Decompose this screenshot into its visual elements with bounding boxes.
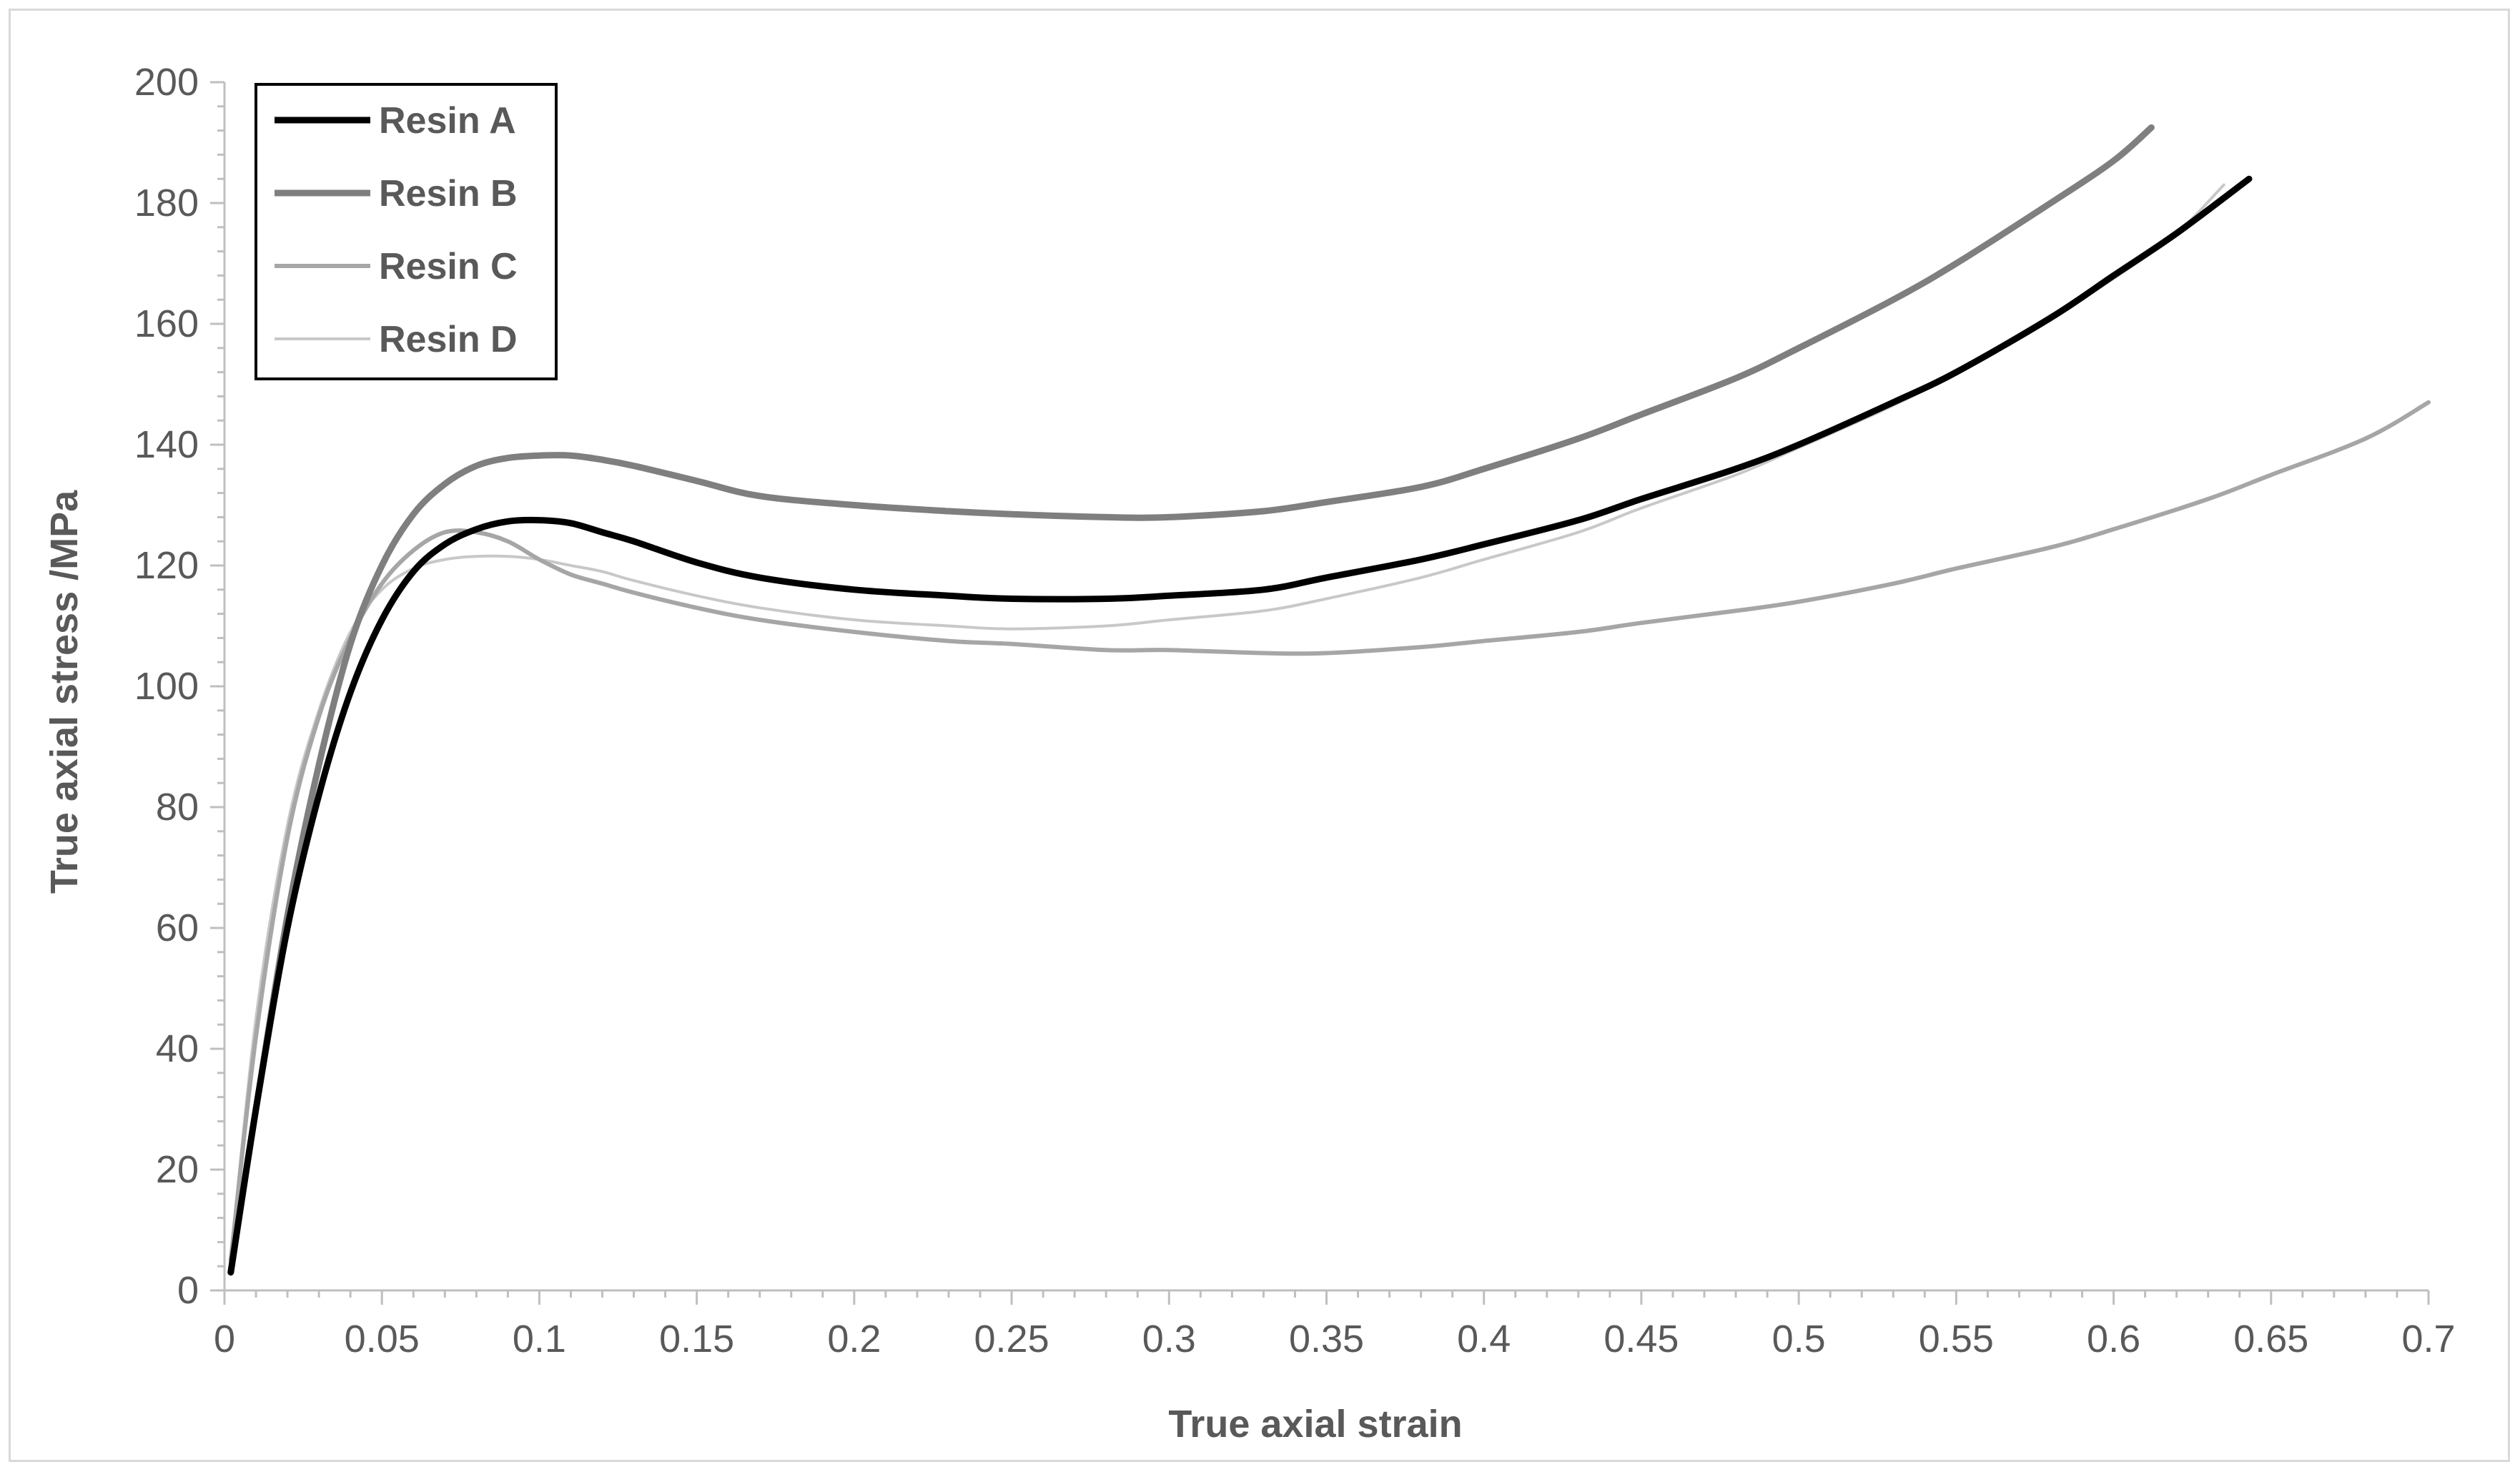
x-tick-label: 0 — [214, 1318, 235, 1360]
y-tick-label: 140 — [134, 423, 199, 466]
y-tick-label: 0 — [177, 1269, 199, 1312]
x-tick-label: 0.35 — [1289, 1318, 1364, 1360]
legend-label-resin-b: Resin B — [379, 173, 518, 214]
y-tick-label: 20 — [156, 1148, 199, 1191]
y-tick-label: 40 — [156, 1027, 199, 1070]
x-tick-label: 0.1 — [513, 1318, 566, 1360]
x-axis-title: True axial strain — [1168, 1403, 1462, 1446]
legend-label-resin-c: Resin C — [379, 246, 518, 287]
axis-ticks — [210, 81, 2430, 1305]
y-tick-label: 120 — [134, 544, 199, 587]
x-tick-label: 0.2 — [827, 1318, 881, 1360]
x-tick-label: 0.05 — [345, 1318, 420, 1360]
series-lines — [227, 124, 2431, 1276]
x-tick-label: 0.5 — [1772, 1318, 1826, 1360]
y-tick-label: 160 — [134, 302, 199, 345]
series-line-resin-a — [227, 175, 2253, 1276]
y-tick-label: 180 — [134, 182, 199, 224]
legend-label-resin-a: Resin A — [379, 100, 516, 142]
x-tick-label: 0.3 — [1142, 1318, 1196, 1360]
legend-label-resin-d: Resin D — [379, 319, 518, 360]
y-tick-label: 200 — [134, 61, 199, 104]
y-axis-title: True axial stress /MPa — [43, 490, 86, 894]
x-tick-label: 0.65 — [2233, 1318, 2308, 1360]
legend-box — [255, 83, 558, 380]
axes — [223, 82, 2428, 1292]
series-line-resin-c — [228, 400, 2431, 1263]
x-tick-label: 0.7 — [2401, 1318, 2455, 1360]
x-tick-label: 0.4 — [1457, 1318, 1511, 1360]
legend: Resin A Resin B Resin C Resin D — [255, 83, 558, 380]
series-line-resin-b — [227, 124, 2155, 1276]
x-tick-label: 0.55 — [1919, 1318, 1994, 1360]
y-tick-label: 60 — [156, 907, 199, 949]
y-tick-label: 100 — [134, 665, 199, 708]
x-tick-label: 0.6 — [2087, 1318, 2140, 1360]
y-tick-label: 80 — [156, 786, 199, 829]
x-tick-label: 0.45 — [1604, 1318, 1679, 1360]
tick-labels: 0 20 40 60 80 100 120 140 160 180 200 0 0.05 0.1 0.15 0… — [134, 61, 2456, 1360]
x-tick-label: 0.25 — [974, 1318, 1049, 1360]
x-tick-label: 0.15 — [659, 1318, 734, 1360]
